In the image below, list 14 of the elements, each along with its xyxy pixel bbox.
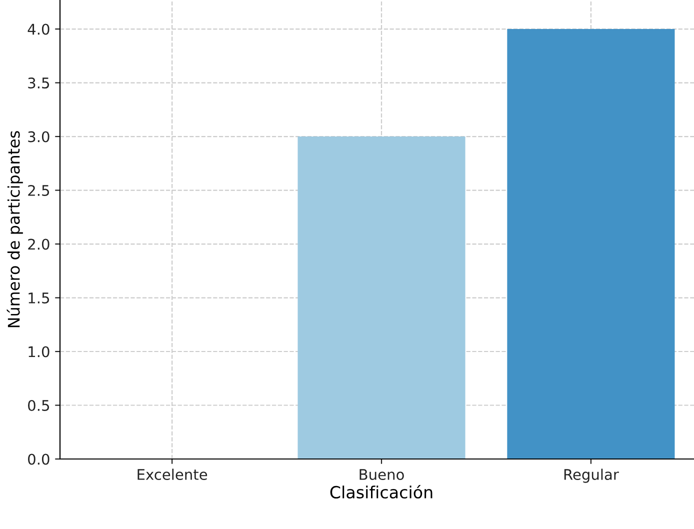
x-tick-label: Regular [564,468,619,483]
y-tick-label: 0.0 [28,454,50,465]
y-axis-title: Número de participantes [6,131,23,328]
y-tick-label: 4.0 [28,24,50,35]
y-tick-label: 1.0 [28,346,50,358]
y-tick-label: 3.5 [28,77,50,89]
x-axis-title: Clasificación [330,484,432,499]
y-tick-label: 1.5 [28,292,50,304]
y-tick-label: 0.5 [28,400,50,411]
x-tick-label: Bueno [360,469,404,480]
y-tick-label: 3.0 [28,131,50,142]
y-tick-label: 2.0 [28,238,50,250]
x-tick-label: Excelente [138,468,208,480]
y-tick-label: 2.5 [28,184,50,196]
